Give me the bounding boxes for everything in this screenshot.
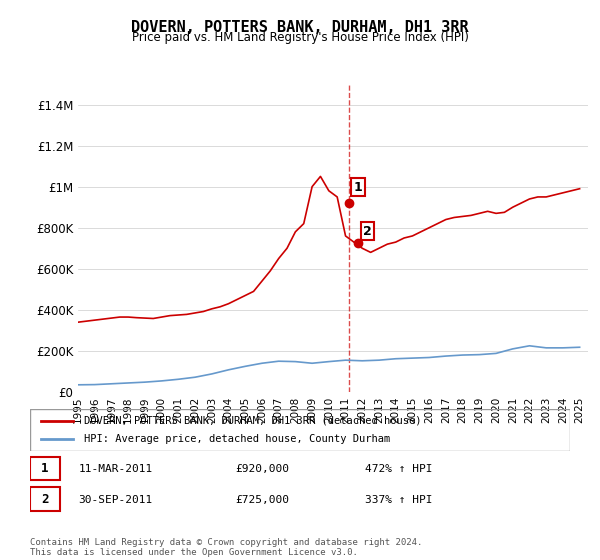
Bar (30, 487, 60, 511)
Text: 1: 1 (41, 463, 49, 475)
Text: Contains HM Land Registry data © Crown copyright and database right 2024.
This d: Contains HM Land Registry data © Crown c… (30, 538, 422, 557)
Text: 11-MAR-2011: 11-MAR-2011 (79, 464, 153, 474)
Text: £725,000: £725,000 (235, 495, 289, 505)
Text: 1: 1 (354, 181, 362, 194)
Text: HPI: Average price, detached house, County Durham: HPI: Average price, detached house, Coun… (84, 434, 390, 444)
Text: 472% ↑ HPI: 472% ↑ HPI (365, 464, 432, 474)
Bar (30, 457, 60, 480)
Text: £920,000: £920,000 (235, 464, 289, 474)
Text: Price paid vs. HM Land Registry's House Price Index (HPI): Price paid vs. HM Land Registry's House … (131, 31, 469, 44)
Text: 2: 2 (41, 493, 49, 506)
Text: 337% ↑ HPI: 337% ↑ HPI (365, 495, 432, 505)
Text: DOVERN, POTTERS BANK, DURHAM, DH1 3RR: DOVERN, POTTERS BANK, DURHAM, DH1 3RR (131, 20, 469, 35)
Text: DOVERN, POTTERS BANK, DURHAM, DH1 3RR (detached house): DOVERN, POTTERS BANK, DURHAM, DH1 3RR (d… (84, 416, 421, 426)
Text: 30-SEP-2011: 30-SEP-2011 (79, 495, 153, 505)
Text: 2: 2 (363, 225, 372, 238)
